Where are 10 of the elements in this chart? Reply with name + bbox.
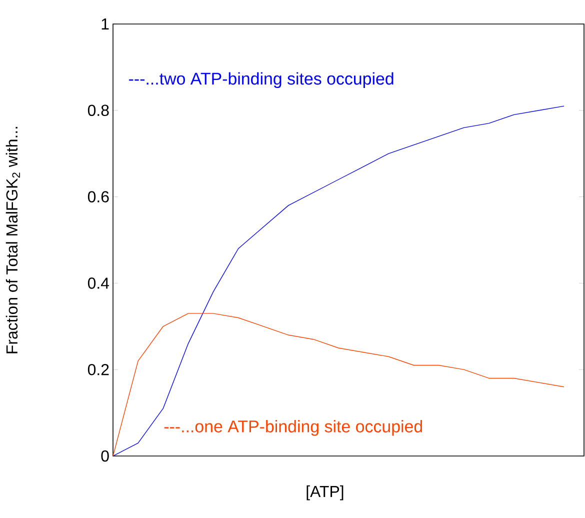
y-tick-label: 0.8 (88, 104, 109, 116)
y-axis-title: Fraction of Total MalFGK$_{2}$ with... (6, 126, 20, 354)
y-tick-label: 1 (102, 18, 109, 30)
y-tick-label: 0 (101, 450, 109, 462)
x-axis-title: [ATP] (306, 485, 344, 500)
y-tick-label: 0.6 (88, 191, 109, 202)
y-tick-label: 0.2 (88, 364, 109, 376)
y-tick-label: 0.4 (88, 278, 110, 289)
text: ---...two ATP-binding sites occupied (129, 72, 394, 88)
text: ---...one ATP-binding site occupied (164, 420, 422, 436)
